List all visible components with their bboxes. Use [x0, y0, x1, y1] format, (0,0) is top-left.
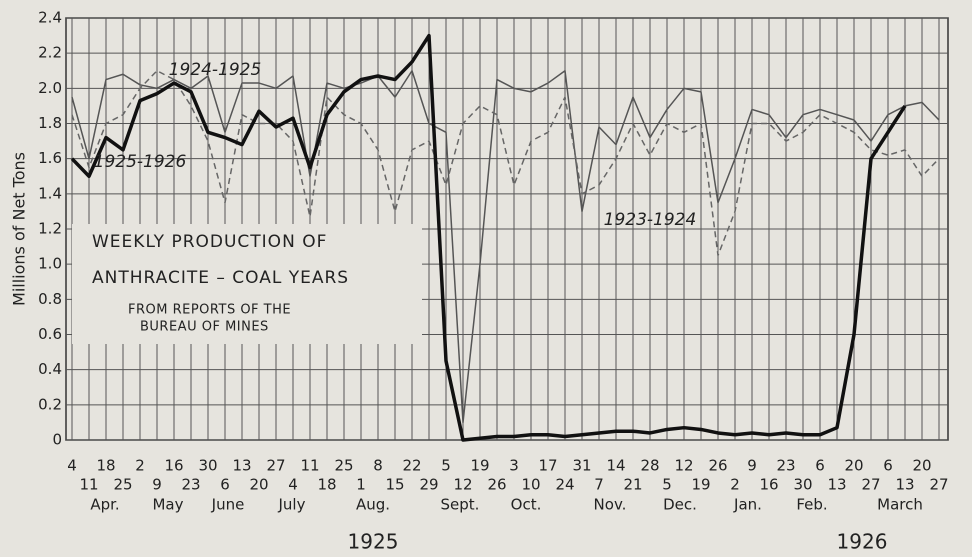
x-tick-label: 27 — [929, 476, 948, 494]
x-tick-label: 18 — [317, 476, 336, 494]
x-tick-label: 6 — [220, 476, 230, 494]
x-tick-label: 13 — [895, 476, 914, 494]
x-tick-label: 15 — [385, 476, 404, 494]
y-tick-label: 0.8 — [38, 290, 62, 308]
month-label: Apr. — [90, 496, 119, 514]
chart-subtitle: BUREAU OF MINES — [140, 320, 269, 335]
x-tick-label: 23 — [181, 476, 200, 494]
x-tick-label: 12 — [453, 476, 472, 494]
y-tick-label: 1.6 — [38, 149, 62, 167]
month-label: Sept. — [441, 496, 480, 514]
x-tick-label: 25 — [334, 457, 353, 475]
series-line — [71, 70, 940, 257]
x-tick-label: 20 — [912, 457, 931, 475]
x-tick-label: 7 — [594, 476, 604, 494]
x-tick-label: 2 — [730, 476, 740, 494]
x-tick-label: 24 — [555, 476, 574, 494]
y-axis-label: Millions of Net Tons — [10, 152, 29, 306]
x-tick-label: 9 — [152, 476, 162, 494]
year-label: 1925 — [348, 530, 399, 554]
x-tick-label: 6 — [883, 457, 893, 475]
x-tick-label: 20 — [844, 457, 863, 475]
month-label: Oct. — [511, 496, 542, 514]
x-tick-label: 5 — [662, 476, 672, 494]
month-label: June — [211, 496, 245, 514]
month-label: Dec. — [663, 496, 697, 514]
x-tick-label: 11 — [300, 457, 319, 475]
month-label: Nov. — [594, 496, 627, 514]
caption-box — [72, 224, 422, 344]
y-tick-label: 0.4 — [38, 360, 62, 378]
month-label: Jan. — [733, 496, 762, 514]
chart-subtitle: FROM REPORTS OF THE — [128, 303, 291, 318]
series-label: 1925-1926 — [94, 152, 187, 172]
x-tick-label: 18 — [96, 457, 115, 475]
x-tick-label: 30 — [793, 476, 812, 494]
year-label: 1926 — [837, 530, 888, 554]
x-tick-label: 23 — [776, 457, 795, 475]
x-tick-label: 16 — [164, 457, 183, 475]
y-tick-label: 1.4 — [38, 184, 62, 202]
series-line — [71, 70, 940, 424]
y-tick-label: 1.2 — [38, 220, 62, 238]
x-tick-label: 6 — [815, 457, 825, 475]
y-tick-label: 1.8 — [38, 114, 62, 132]
x-tick-label: 11 — [79, 476, 98, 494]
x-tick-label: 4 — [67, 457, 77, 475]
x-tick-label: 4 — [288, 476, 298, 494]
month-label: July — [278, 496, 306, 514]
y-tick-label: 1.0 — [38, 255, 62, 273]
series-label: 1924-1925 — [169, 60, 262, 80]
x-tick-label: 5 — [441, 457, 451, 475]
x-tick-label: 30 — [198, 457, 217, 475]
chart-title: WEEKLY PRODUCTION OF — [92, 232, 327, 252]
y-tick-label: 0 — [52, 431, 62, 449]
x-tick-label: 29 — [419, 476, 438, 494]
x-tick-label: 2 — [135, 457, 145, 475]
chart-title: ANTHRACITE – COAL YEARS — [92, 268, 349, 288]
x-tick-label: 28 — [640, 457, 659, 475]
x-tick-label: 19 — [470, 457, 489, 475]
month-label: May — [152, 496, 183, 514]
x-tick-label: 26 — [708, 457, 727, 475]
month-label: Feb. — [796, 496, 827, 514]
x-tick-label: 12 — [674, 457, 693, 475]
x-tick-label: 25 — [113, 476, 132, 494]
y-tick-label: 2.2 — [38, 44, 62, 62]
month-label: Aug. — [356, 496, 390, 514]
series-label: 1923-1924 — [604, 210, 697, 230]
x-tick-label: 22 — [402, 457, 421, 475]
x-tick-label: 1 — [356, 476, 366, 494]
y-tick-label: 2.4 — [38, 9, 62, 27]
x-tick-label: 8 — [373, 457, 383, 475]
x-tick-label: 13 — [827, 476, 846, 494]
x-tick-label: 20 — [249, 476, 268, 494]
x-tick-label: 9 — [747, 457, 757, 475]
texts: 00.20.40.60.81.01.21.41.61.82.02.22.4411… — [10, 9, 949, 554]
x-tick-label: 21 — [623, 476, 642, 494]
x-tick-label: 26 — [487, 476, 506, 494]
y-tick-label: 0.2 — [38, 395, 62, 413]
x-tick-label: 17 — [538, 457, 557, 475]
y-tick-label: 2.0 — [38, 79, 62, 97]
month-label: March — [877, 496, 923, 514]
series-line — [70, 33, 907, 442]
x-tick-label: 27 — [861, 476, 880, 494]
x-tick-label: 16 — [759, 476, 778, 494]
x-tick-label: 10 — [521, 476, 540, 494]
x-tick-label: 14 — [606, 457, 625, 475]
x-tick-label: 13 — [232, 457, 251, 475]
y-tick-label: 0.6 — [38, 325, 62, 343]
x-tick-label: 27 — [266, 457, 285, 475]
x-tick-label: 19 — [691, 476, 710, 494]
lines — [70, 33, 940, 442]
x-tick-label: 3 — [509, 457, 519, 475]
x-tick-label: 31 — [572, 457, 591, 475]
